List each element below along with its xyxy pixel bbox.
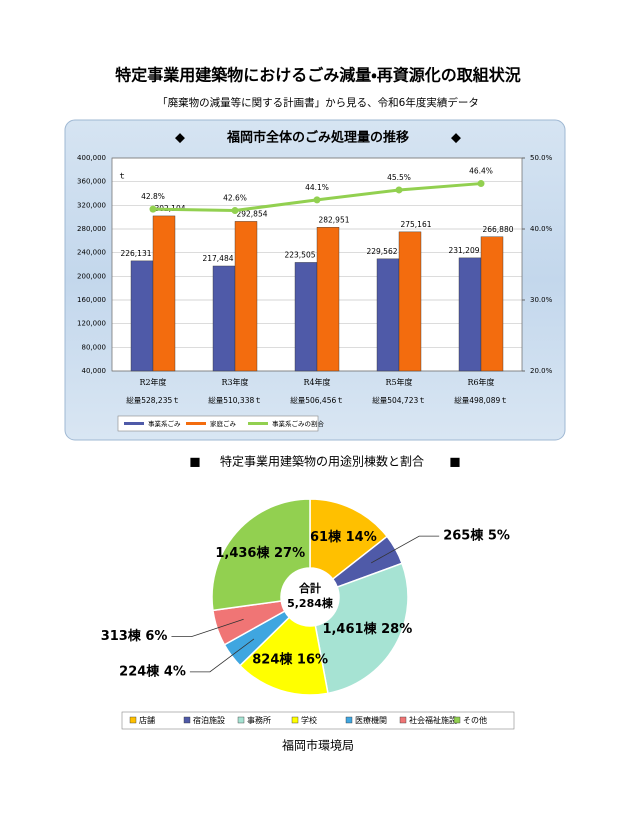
legend-label: 学校 xyxy=(301,715,317,725)
legend-label: 医療機関 xyxy=(355,715,387,725)
footer: 福岡市環境局 xyxy=(282,738,354,753)
x-tick-label: R2年度 xyxy=(139,377,166,387)
data-label: 1,436棟 27% xyxy=(215,545,305,561)
bar xyxy=(234,221,258,372)
title-ornament: ■ xyxy=(189,455,200,469)
x-tick-label: R4年度 xyxy=(303,377,330,387)
y-tick-label: 360,000 xyxy=(77,178,106,186)
chart-title: 特定事業用建築物の用途別棟数と割合 xyxy=(220,454,424,469)
page-title: 特定事業用建築物におけるごみ減量・再資源化の取組状況 xyxy=(115,66,520,85)
center-value: 5,284棟 xyxy=(287,596,334,610)
leader-line xyxy=(370,535,440,564)
bar xyxy=(376,258,400,372)
title-ornament: ◆ xyxy=(175,131,185,146)
title-ornament: ◆ xyxy=(451,131,461,146)
x-tick-label: R5年度 xyxy=(385,377,412,387)
legend-swatch xyxy=(345,716,353,724)
data-label: 266,880 xyxy=(482,225,513,234)
title-ornament: ■ xyxy=(449,455,460,469)
bar xyxy=(152,215,176,372)
line-marker xyxy=(395,186,403,194)
y-tick-label: 240,000 xyxy=(77,249,106,257)
category-note: 総量498,089ｔ xyxy=(454,395,508,405)
y-tick-label: 400,000 xyxy=(77,154,106,162)
line-marker xyxy=(313,196,321,204)
legend-swatch xyxy=(291,716,299,724)
category-note: 総量504,723ｔ xyxy=(372,395,426,405)
pie-slice xyxy=(309,498,389,581)
data-label: 313棟 6% xyxy=(101,628,168,644)
bar xyxy=(130,260,154,372)
pie-slice xyxy=(314,562,409,695)
leader-line xyxy=(171,618,244,638)
legend-box xyxy=(117,415,319,432)
pie-slice xyxy=(238,616,329,696)
y2-tick-label: 30.0% xyxy=(530,296,553,304)
bar xyxy=(212,265,236,372)
data-label: 224棟 4% xyxy=(119,663,186,679)
bar xyxy=(398,231,422,372)
data-label: 46.4% xyxy=(469,167,493,176)
y2-tick-label: 40.0% xyxy=(530,225,553,233)
data-label: 265棟 5% xyxy=(443,528,510,544)
category-note: 総量528,235ｔ xyxy=(126,395,180,405)
chart-title: 福岡市全体のごみ処理量の推移 xyxy=(226,130,409,146)
legend-swatch xyxy=(129,716,137,724)
bar xyxy=(458,257,482,372)
y-tick-label: 160,000 xyxy=(77,296,106,304)
y-tick-label: 280,000 xyxy=(77,225,106,233)
legend-label: 事業系ごみの割合 xyxy=(272,419,325,428)
line-marker xyxy=(477,180,485,188)
data-label: 44.1% xyxy=(305,183,329,192)
leader-line xyxy=(189,638,255,673)
y-tick-label: 40,000 xyxy=(82,367,107,375)
data-label: 1,461棟 28% xyxy=(322,621,412,637)
legend-label: 宿泊施設 xyxy=(193,715,225,725)
y2-tick-label: 50.0% xyxy=(530,154,553,162)
data-label: 223,505 xyxy=(284,250,315,259)
x-tick-label: R6年度 xyxy=(467,377,494,387)
category-note: 総量506,456ｔ xyxy=(290,395,344,405)
category-note: 総量510,338ｔ xyxy=(208,395,262,405)
data-label: 292,854 xyxy=(236,209,267,218)
data-label: 42.8% xyxy=(141,192,165,201)
data-label: 42.6% xyxy=(223,194,247,203)
legend-box xyxy=(121,711,515,730)
y-axis-label: ｔ xyxy=(118,172,126,181)
y-tick-label: 80,000 xyxy=(82,343,107,351)
y2-tick-label: 20.0% xyxy=(530,367,553,375)
data-label: 217,484 xyxy=(202,254,233,263)
page-subtitle: 「廃棄物の減量等に関する計画書」から見る、令和6年度実績データ xyxy=(157,96,479,109)
bar xyxy=(480,236,504,372)
line-marker xyxy=(149,205,157,213)
y-tick-label: 120,000 xyxy=(77,320,106,328)
legend-label: その他 xyxy=(463,715,487,725)
y-tick-label: 320,000 xyxy=(77,201,106,209)
legend-label: 事業系ごみ xyxy=(148,419,181,428)
bar xyxy=(316,227,340,372)
center-label: 合計 xyxy=(298,581,321,595)
y-tick-label: 200,000 xyxy=(77,272,106,280)
line-marker xyxy=(231,207,239,215)
legend-label: 店舗 xyxy=(139,715,155,725)
bar xyxy=(294,262,318,372)
data-label: 824棟 16% xyxy=(252,651,328,667)
data-label: 761棟 14% xyxy=(301,529,377,545)
legend-label: 家庭ごみ xyxy=(210,419,237,428)
legend-label: 事務所 xyxy=(247,715,271,725)
legend-swatch xyxy=(399,716,407,724)
data-label: 231,209 xyxy=(448,246,479,255)
data-label: 282,951 xyxy=(318,215,349,224)
data-label: 229,562 xyxy=(366,247,397,256)
x-tick-label: R3年度 xyxy=(221,377,248,387)
legend-swatch xyxy=(237,716,245,724)
legend-swatch xyxy=(183,716,191,724)
data-label: 45.5% xyxy=(387,173,411,182)
data-label: 275,161 xyxy=(400,220,431,229)
data-label: 226,131 xyxy=(120,249,151,258)
pie-slice xyxy=(211,498,311,612)
legend-label: 社会福祉施設 xyxy=(409,715,457,725)
legend-swatch xyxy=(453,716,461,724)
